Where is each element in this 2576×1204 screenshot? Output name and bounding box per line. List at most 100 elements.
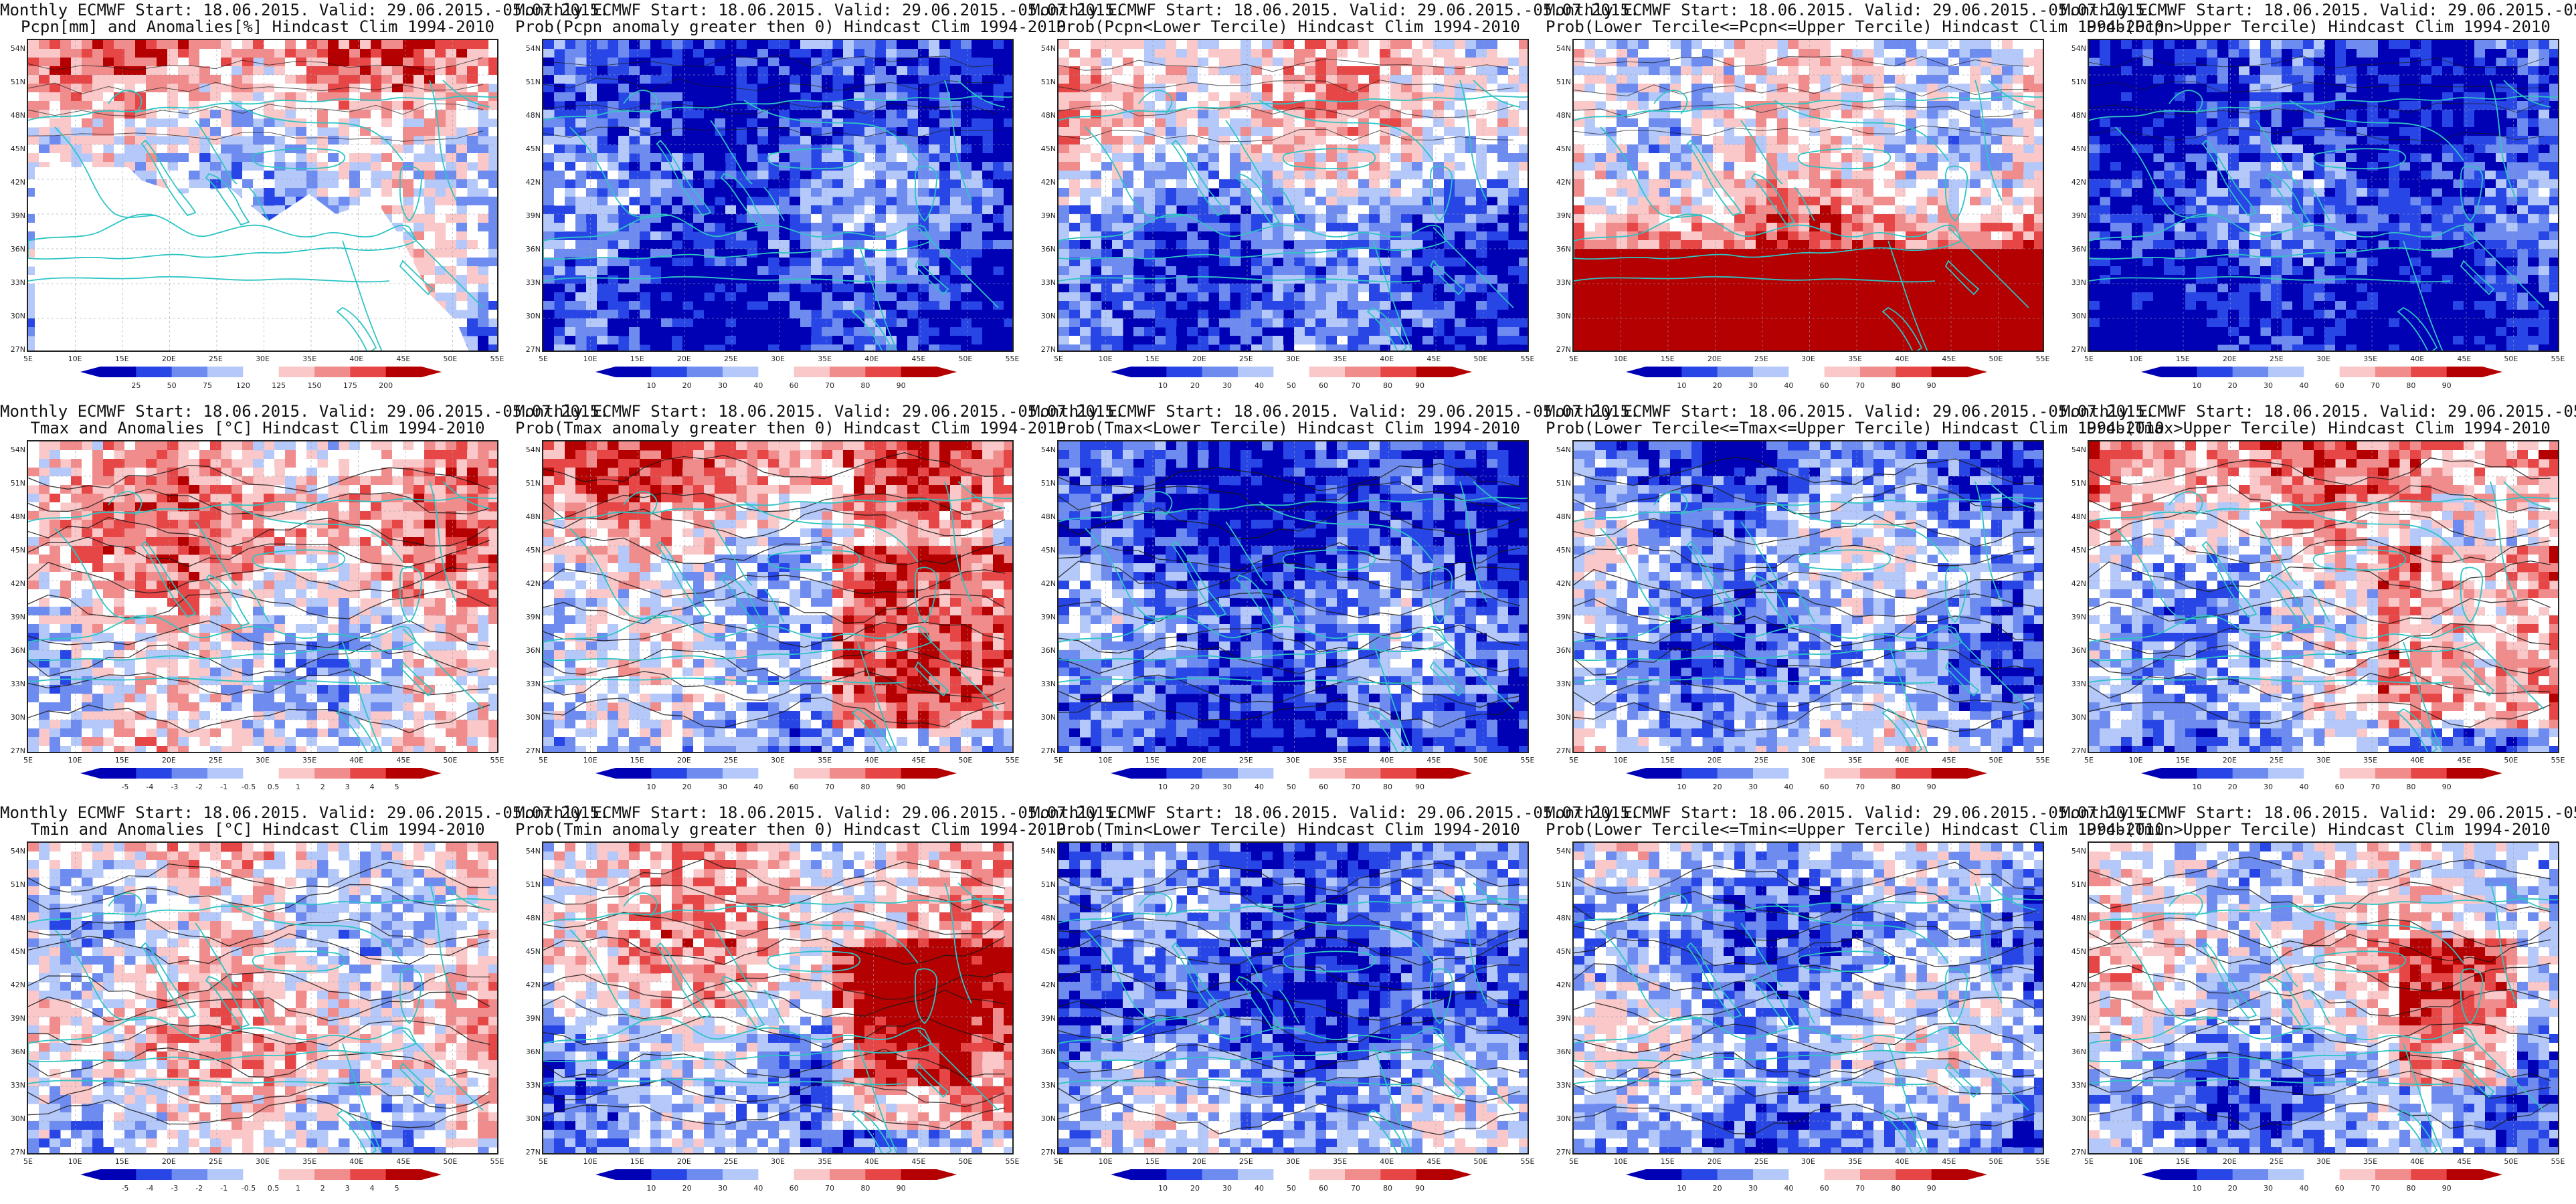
colorbar-tick-label: 150 (308, 381, 322, 390)
colorbar-tick-label: 3 (345, 783, 350, 791)
latitude-tick-label: 48N (1033, 914, 1056, 922)
colorbar-swatch (1896, 367, 1932, 377)
longitude-tick-label: 10E (1614, 355, 1628, 363)
longitude-tick-label: 15E (1661, 1157, 1675, 1166)
longitude-tick-label: 5E (2084, 1157, 2094, 1166)
longitude-tick-label: 50E (1473, 756, 1487, 765)
latitude-tick-label: 30N (1033, 713, 1056, 722)
longitude-tick-label: 55E (2551, 355, 2565, 363)
longitude-tick-label: 5E (23, 355, 33, 363)
longitude-tick-label: 40E (2410, 756, 2424, 765)
panel-title: Monthly ECMWF Start: 18.06.2015. Valid: … (515, 403, 1124, 420)
colorbar-tick-label: 80 (860, 1184, 870, 1193)
colorbar-tick-label: 90 (1415, 381, 1424, 390)
colorbar-swatch (2375, 1169, 2411, 1180)
latitude-tick-label: 51N (518, 479, 541, 488)
colorbar-swatch (1860, 367, 1896, 377)
colorbar-tick-label: 80 (860, 783, 870, 791)
map-plot-area (542, 440, 1014, 753)
longitude-tick-label: 50E (2504, 355, 2518, 363)
longitude-tick-label: 50E (443, 355, 457, 363)
longitude-tick-label: 25E (1239, 756, 1253, 765)
colorbar-tick-label: 30 (2264, 783, 2273, 791)
map-field (1059, 843, 1528, 1153)
latitude-tick-label: 36N (1033, 1047, 1056, 1056)
panel-title: Monthly ECMWF Start: 18.06.2015. Valid: … (0, 1, 609, 19)
colorbar-tick-label: 30 (1222, 1184, 1232, 1193)
colorbar-tick-label: 80 (1891, 1184, 1900, 1193)
longitude-tick-label: 10E (583, 756, 597, 765)
colorbar-tick-label: 40 (2299, 783, 2308, 791)
longitude-tick-label: 35E (1333, 1157, 1347, 1166)
longitude-tick-label: 25E (209, 1157, 223, 1166)
colorbar-swatch (2197, 367, 2233, 377)
latitude-tick-label: 54N (1033, 445, 1056, 454)
colorbar-tick-label: 80 (2406, 381, 2415, 390)
map-field (2089, 843, 2558, 1153)
latitude-tick-label: 30N (3, 1114, 25, 1123)
colorbar-tick-label: -1 (220, 1184, 227, 1193)
colorbar-tick-label: -3 (171, 1184, 178, 1193)
colorbar-swatch (1131, 768, 1167, 779)
colorbar-swatch (686, 1169, 723, 1180)
latitude-tick-label: 51N (1033, 479, 1056, 488)
colorbar-swatch (1309, 367, 1346, 377)
latitude-tick-label: 42N (1033, 981, 1056, 989)
colorbar-tick-label: 70 (825, 783, 834, 791)
colorbar-tick-label: 10 (1158, 783, 1168, 791)
latitude-tick-label: 39N (2063, 613, 2086, 621)
colorbar-swatch (865, 367, 902, 377)
colorbar-tick-label: 80 (1891, 381, 1900, 390)
latitude-tick-label: 33N (3, 680, 25, 688)
latitude-tick-label: 36N (2063, 646, 2086, 655)
panel-subtitle: Prob(Pcpn anomaly greater then 0) Hindca… (515, 18, 1067, 35)
latitude-tick-label: 27N (518, 1148, 541, 1157)
latitude-tick-label: 33N (1033, 278, 1056, 287)
colorbar-tick-label: 10 (2192, 381, 2201, 390)
colorbar-swatch (1345, 768, 1381, 779)
latitude-tick-label: 27N (1033, 1148, 1056, 1157)
colorbar-tick-label: 10 (646, 381, 656, 390)
panel-title: Monthly ECMWF Start: 18.06.2015. Valid: … (1030, 403, 1639, 420)
colorbar-swatch (2161, 1169, 2197, 1180)
latitude-tick-label: 36N (3, 245, 25, 254)
colorbar-swatch (243, 1169, 280, 1180)
latitude-tick-label: 33N (3, 278, 25, 287)
colorbar-swatch (2268, 768, 2304, 779)
colorbar-swatch (1717, 768, 1754, 779)
latitude-tick-label: 39N (1548, 613, 1571, 621)
longitude-tick-label: 40E (864, 355, 879, 363)
longitude-tick-label: 45E (2457, 756, 2471, 765)
colorbar-tick-label: 10 (1677, 381, 1686, 390)
colorbar-swatch (901, 1169, 937, 1180)
colorbar-swatch (1273, 1169, 1310, 1180)
colorbar-tick-label: 40 (753, 381, 763, 390)
colorbar (80, 1169, 442, 1180)
panel-subtitle: Prob(Tmin anomaly greater then 0) Hindca… (515, 821, 1067, 838)
colorbar-swatch (1345, 367, 1381, 377)
longitude-tick-label: 10E (1099, 355, 1113, 363)
colorbar-swatch (723, 768, 759, 779)
colorbar-tick-label: 40 (753, 783, 763, 791)
longitude-tick-label: 35E (1848, 1157, 1862, 1166)
latitude-tick-label: 45N (518, 144, 541, 153)
latitude-tick-label: 42N (518, 981, 541, 989)
map-panel: Monthly ECMWF Start: 18.06.2015. Valid: … (1030, 0, 1639, 401)
latitude-tick-label: 45N (3, 546, 25, 555)
colorbar-tick-label: 10 (2192, 1184, 2201, 1193)
colorbar-tick-label: 200 (379, 381, 393, 390)
colorbar-tick-label: 60 (1319, 1184, 1328, 1193)
colorbar (80, 367, 442, 377)
colorbar-tick-label: 70 (2371, 1184, 2380, 1193)
longitude-tick-label: 5E (1569, 355, 1578, 363)
longitude-tick-label: 25E (1239, 355, 1253, 363)
longitude-tick-label: 35E (302, 1157, 316, 1166)
colorbar-swatch (1753, 367, 1789, 377)
longitude-tick-label: 50E (2504, 1157, 2518, 1166)
longitude-tick-label: 55E (490, 756, 504, 765)
colorbar-tick-label: 90 (1415, 1184, 1424, 1193)
colorbar-tick-label: 90 (897, 381, 906, 390)
colorbar-tick-label: 90 (1927, 783, 1936, 791)
colorbar-swatch (651, 768, 688, 779)
latitude-tick-label: 51N (518, 880, 541, 889)
